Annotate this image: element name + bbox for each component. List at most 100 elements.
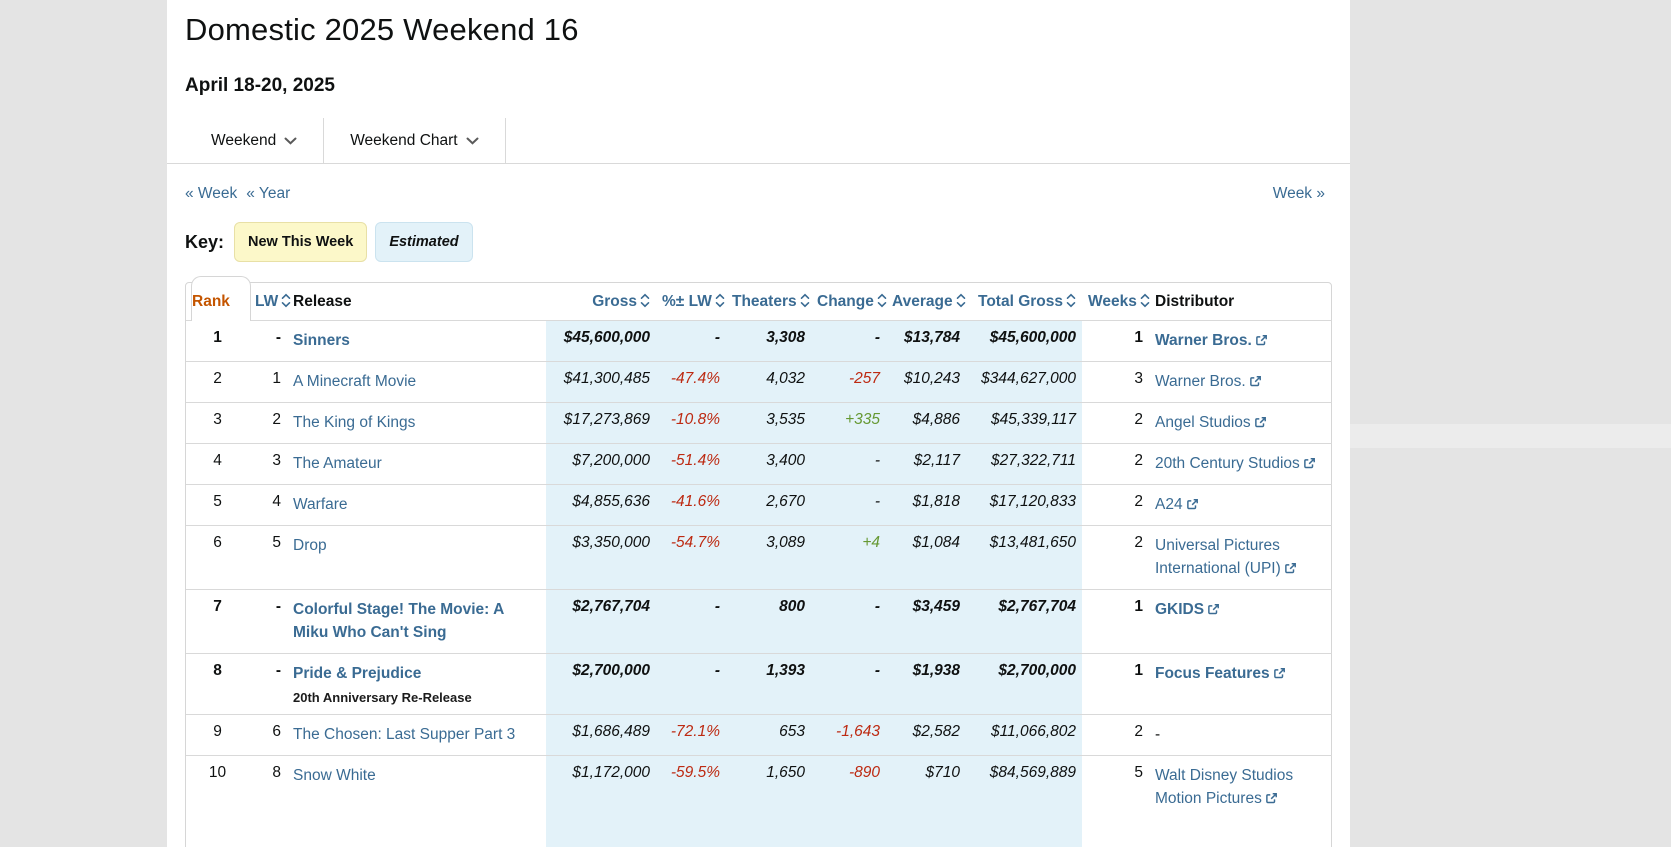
- external-link-icon: [1303, 458, 1315, 469]
- theater-change-cell: -257: [811, 361, 886, 403]
- release-cell: Colorful Stage! The Movie: A Miku Who Ca…: [287, 590, 546, 654]
- movie-title-link[interactable]: Warfare: [293, 496, 348, 513]
- rank-cell: 10: [208, 764, 227, 781]
- chevron-down-icon: [466, 132, 479, 150]
- percent-change-cell: -72.1%: [656, 714, 726, 756]
- column-header-lw[interactable]: LW: [249, 283, 291, 321]
- sort-icon: [800, 293, 809, 308]
- external-link-icon: [1186, 499, 1198, 510]
- table-row: 1- Sinners $45,600,000-3,308- $13,784 $45,60…: [186, 320, 1332, 362]
- gross-cell: $2,767,704: [546, 589, 656, 654]
- tab-weekend-chart[interactable]: Weekend Chart: [324, 118, 506, 163]
- external-link-icon: [1254, 417, 1266, 428]
- percent-change-cell: -: [656, 589, 726, 654]
- prev-year-link[interactable]: « Year: [246, 185, 291, 202]
- percent-change-cell: -51.4%: [656, 443, 726, 485]
- distributor-link[interactable]: Universal Pictures International (UPI): [1155, 537, 1297, 577]
- distributor-link[interactable]: Focus Features: [1155, 665, 1286, 682]
- distributor-link[interactable]: Warner Bros.: [1155, 332, 1268, 349]
- theaters-cell: 3,308: [726, 320, 811, 362]
- table-row: 4 3 The Amateur $7,200,000 -51.4% 3,400- $2,11…: [186, 443, 1332, 485]
- distributor-link[interactable]: Angel Studios: [1155, 414, 1267, 431]
- theaters-cell: 2,670: [726, 484, 811, 526]
- theaters-cell: 3,400: [726, 443, 811, 485]
- column-header-change[interactable]: Change: [811, 283, 887, 321]
- movie-title-link[interactable]: A Minecraft Movie: [293, 373, 417, 390]
- theaters-cell: 3,535: [726, 402, 811, 444]
- last-week-rank-cell: 6: [272, 723, 281, 740]
- distributor-link[interactable]: Warner Bros.: [1155, 373, 1262, 390]
- page-title: Domestic 2025 Weekend 16: [185, 12, 579, 47]
- average-cell: $1,938: [886, 653, 966, 715]
- movie-title-link[interactable]: Snow White: [293, 767, 376, 784]
- distributor-cell: Warner Bros.: [1149, 362, 1332, 403]
- distributor-cell: A24: [1149, 485, 1332, 526]
- background-band: [1350, 424, 1671, 448]
- last-week-rank-cell: 5: [272, 534, 281, 551]
- weeks-cell: 2: [1134, 723, 1143, 740]
- theater-change-cell: -: [811, 484, 886, 526]
- column-header-theaters[interactable]: Theaters: [726, 283, 811, 321]
- tab-bar: Weekend Weekend Chart: [167, 118, 1350, 164]
- chevron-down-icon: [284, 132, 297, 150]
- gross-cell: $41,300,485: [546, 361, 656, 403]
- release-cell: A Minecraft Movie: [287, 362, 546, 403]
- total-gross-cell: $2,700,000: [966, 653, 1082, 715]
- release-subtitle: 20th Anniversary Re-Release: [293, 690, 472, 705]
- date-range: April 18-20, 2025: [185, 75, 335, 96]
- column-header-label: Release: [293, 293, 352, 310]
- column-header-average[interactable]: Average: [886, 283, 966, 321]
- total-gross-cell: $45,600,000: [966, 320, 1082, 362]
- percent-change-cell: -: [656, 320, 726, 362]
- external-link-icon: [1208, 604, 1220, 615]
- last-week-rank-cell: 8: [272, 764, 281, 781]
- distributor-link[interactable]: A24: [1155, 496, 1199, 513]
- distributor-link[interactable]: 20th Century Studios: [1155, 455, 1316, 472]
- column-header-label: Average: [892, 293, 953, 310]
- column-header-rank[interactable]: Rank: [186, 276, 251, 321]
- last-week-rank-cell: -: [275, 598, 281, 615]
- total-gross-cell: $11,066,802: [966, 714, 1082, 756]
- movie-title-link[interactable]: Pride & Prejudice: [293, 665, 422, 682]
- theaters-cell: 800: [726, 589, 811, 654]
- gross-cell: $3,350,000: [546, 525, 656, 590]
- total-gross-cell: $344,627,000: [966, 361, 1082, 403]
- theaters-cell: 1,650: [726, 755, 811, 847]
- average-cell: $4,886: [886, 402, 966, 444]
- average-cell: $1,084: [886, 525, 966, 590]
- gross-cell: $2,700,000: [546, 653, 656, 715]
- theater-change-cell: +335: [811, 402, 886, 444]
- release-cell: Snow White: [287, 756, 546, 847]
- weeks-cell: 5: [1134, 764, 1143, 781]
- column-header-gross[interactable]: Gross: [546, 283, 656, 321]
- theaters-cell: 3,089: [726, 525, 811, 590]
- movie-title-link[interactable]: The Chosen: Last Supper Part 3: [293, 726, 516, 743]
- next-week-link[interactable]: Week »: [1272, 185, 1325, 202]
- last-week-rank-cell: 2: [272, 411, 281, 428]
- gross-cell: $4,855,636: [546, 484, 656, 526]
- tab-weekend[interactable]: Weekend: [185, 118, 325, 163]
- column-header-pct-lw[interactable]: %± LW: [656, 283, 726, 321]
- column-header-label: LW: [255, 293, 279, 310]
- column-header-weeks[interactable]: Weeks: [1082, 283, 1150, 321]
- tab-weekend-label: Weekend: [211, 131, 277, 149]
- column-header-label: Change: [817, 293, 874, 310]
- column-header-label: Gross: [592, 293, 637, 310]
- key-label: Key:: [185, 231, 225, 252]
- movie-title-link[interactable]: Drop: [293, 537, 327, 554]
- distributor-link[interactable]: GKIDS: [1155, 601, 1220, 618]
- external-link-icon: [1284, 563, 1296, 574]
- movie-title-link[interactable]: The Amateur: [293, 455, 382, 472]
- column-header-total-gross[interactable]: Total Gross: [966, 283, 1082, 321]
- distributor-cell: Universal Pictures International (UPI): [1149, 526, 1332, 590]
- column-header-release[interactable]: Release: [287, 283, 546, 321]
- weeks-cell: 2: [1134, 411, 1143, 428]
- movie-title-link[interactable]: Sinners: [293, 332, 350, 349]
- movie-title-link[interactable]: Colorful Stage! The Movie: A Miku Who Ca…: [293, 601, 504, 641]
- prev-week-link[interactable]: « Week: [185, 185, 238, 202]
- distributor-link[interactable]: Walt Disney Studios Motion Pictures: [1155, 767, 1294, 807]
- column-header-distributor[interactable]: Distributor: [1149, 283, 1332, 321]
- movie-title-link[interactable]: The King of Kings: [293, 414, 416, 431]
- average-cell: $2,117: [886, 443, 966, 485]
- table-row: 10 8 Snow White $1,172,000 -59.5% 1,650 -890 $7…: [186, 755, 1332, 847]
